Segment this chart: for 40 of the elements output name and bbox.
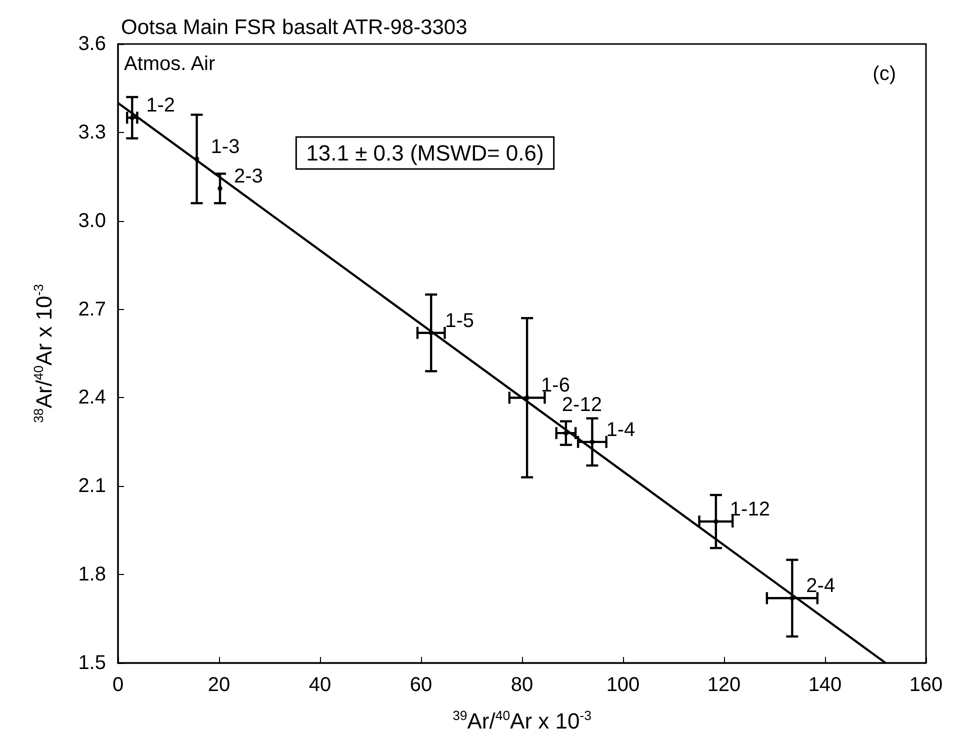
point bbox=[130, 115, 135, 120]
y-tick-label: 2.7 bbox=[78, 298, 106, 320]
annotation: 1-5 bbox=[445, 310, 474, 332]
annotation: 1-12 bbox=[730, 498, 770, 521]
x-tick-label: 140 bbox=[808, 674, 842, 696]
y-tick-label: 2.1 bbox=[78, 475, 106, 498]
point bbox=[790, 596, 795, 601]
point bbox=[524, 395, 530, 400]
y-tick-label: 3.0 bbox=[78, 210, 106, 232]
point bbox=[218, 186, 223, 191]
point bbox=[563, 430, 568, 436]
annotation: 2-4 bbox=[806, 575, 836, 598]
x-tick-label: 0 bbox=[112, 674, 124, 696]
y-tick-label: 1.5 bbox=[78, 652, 106, 674]
point bbox=[713, 519, 718, 524]
annotation: 1-6 bbox=[541, 374, 570, 397]
y-tick-label: 3.3 bbox=[78, 121, 106, 144]
annotation: Atmos. Air bbox=[124, 53, 216, 75]
chart-title: Ootsa Main FSR basalt ATR-98-3303 bbox=[121, 16, 468, 39]
point bbox=[590, 439, 595, 444]
y-tick-label: 2.4 bbox=[78, 386, 106, 409]
x-tick-label: 160 bbox=[909, 674, 943, 696]
point bbox=[428, 330, 434, 336]
annotation: 1-2 bbox=[146, 94, 176, 117]
x-tick-label: 100 bbox=[606, 674, 640, 696]
annotation: (c) bbox=[872, 63, 896, 85]
point bbox=[194, 156, 200, 162]
annotation: 13.1 ± 0.3 (MSWD= 0.6) bbox=[306, 140, 544, 166]
y-tick-label: 3.6 bbox=[78, 33, 106, 55]
x-tick-label: 80 bbox=[510, 674, 534, 696]
y-axis-title: 38Ar/40Ar x 10-3 bbox=[31, 284, 56, 423]
annotation: 2-3 bbox=[234, 165, 263, 188]
x-tick-label: 20 bbox=[208, 674, 230, 696]
annotation: 1-3 bbox=[210, 136, 240, 158]
x-tick-label: 40 bbox=[308, 674, 332, 696]
x-tick-label: 60 bbox=[410, 674, 432, 696]
annotation: 1-4 bbox=[606, 418, 636, 441]
annotation: 2-12 bbox=[562, 394, 602, 416]
x-tick-label: 120 bbox=[707, 674, 741, 696]
y-tick-label: 1.8 bbox=[78, 564, 106, 586]
